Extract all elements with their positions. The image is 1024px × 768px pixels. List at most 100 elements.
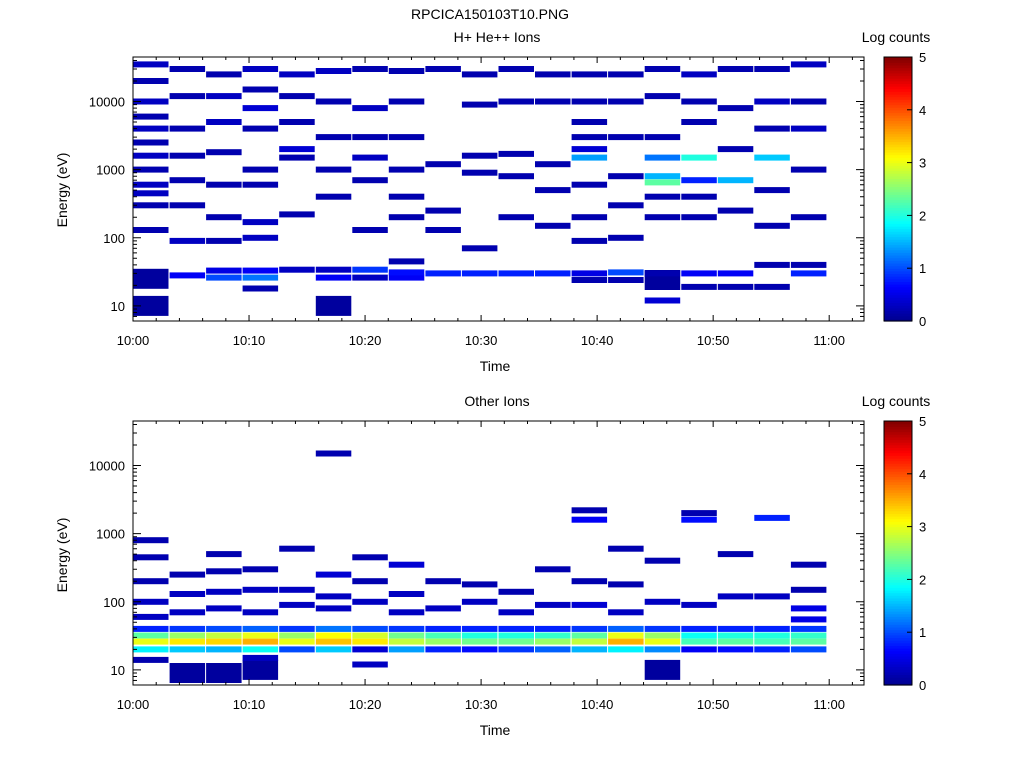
heatmap-cell	[535, 98, 571, 105]
x-axis-ticks: 10:00 10:10 10:20 10:30 10:40 10:50 11:00	[117, 57, 853, 348]
heatmap-cell	[315, 295, 352, 316]
colorbar-swatch	[884, 170, 912, 174]
colorbar-swatch	[884, 563, 912, 567]
colorbar-swatch	[884, 674, 912, 678]
colorbar-swatch	[884, 273, 912, 277]
colorbar-swatch	[884, 138, 912, 143]
heatmap-cell	[133, 598, 169, 605]
colorbar-swatch	[884, 64, 912, 69]
heatmap-cell	[206, 181, 242, 188]
colorbar-tick-label: 2	[919, 572, 926, 587]
colorbar-swatch	[884, 167, 912, 172]
colorbar-swatch	[884, 505, 912, 509]
heatmap-cell	[388, 193, 425, 200]
colorbar-tick-label: 3	[919, 520, 926, 535]
colorbar-swatch	[884, 136, 912, 140]
heatmap-cell	[790, 98, 827, 105]
heatmap-cell	[717, 632, 754, 639]
heatmap-cell	[608, 638, 644, 645]
x-tick-label: 10:20	[349, 333, 382, 348]
colorbar-swatch	[884, 215, 912, 219]
heatmap-cell	[206, 149, 242, 156]
colorbar-swatch	[884, 574, 912, 578]
colorbar-swatch	[884, 457, 912, 462]
heatmap-cell	[206, 625, 242, 632]
heatmap-cell	[461, 632, 498, 639]
heatmap-cell	[681, 632, 717, 639]
heatmap-cell	[754, 625, 790, 632]
colorbar-swatch	[884, 191, 912, 195]
colorbar-swatch	[884, 313, 912, 317]
x-axis-label: Time	[480, 358, 511, 374]
heatmap-cell	[425, 578, 461, 585]
heatmap-cell	[571, 578, 608, 585]
heatmap-cell	[571, 270, 608, 277]
heatmap-cell	[571, 134, 608, 141]
colorbar-swatch	[884, 592, 912, 596]
heatmap-cell	[644, 598, 681, 605]
colorbar-swatch	[884, 183, 912, 187]
colorbar-swatch	[884, 550, 912, 554]
heatmap-cell	[388, 591, 425, 597]
heatmap-cell	[790, 214, 827, 221]
heatmap-cell	[498, 625, 534, 632]
colorbar-swatch	[884, 513, 912, 517]
heatmap-cell	[498, 66, 534, 72]
heatmap-cell	[535, 222, 571, 229]
heatmap-cell	[206, 119, 242, 125]
colorbar-swatch	[884, 642, 912, 646]
heatmap-cell	[169, 125, 206, 132]
heatmap-cell	[279, 211, 315, 218]
colorbar-swatch	[884, 194, 912, 198]
colorbar-swatch	[884, 423, 912, 427]
colorbar-swatch	[884, 428, 912, 433]
colorbar-swatch	[884, 626, 912, 631]
colorbar-swatch	[884, 465, 912, 470]
heatmap-cell	[571, 98, 608, 105]
heatmap-cell	[352, 625, 388, 632]
heatmap-cell	[133, 181, 169, 188]
heatmap-cell	[425, 227, 461, 233]
heatmap-cell	[206, 568, 242, 575]
heatmap-cell	[279, 154, 315, 161]
colorbar-swatch	[884, 173, 912, 177]
colorbar-swatch	[884, 621, 912, 625]
heatmap-cell	[169, 152, 206, 159]
colorbar-tick-label: 0	[919, 314, 926, 329]
heatmap-cell	[571, 71, 608, 78]
heatmap-cell	[133, 166, 169, 173]
y-axis-ticks: 10 100 1000 10000	[89, 423, 864, 686]
colorbar-swatch	[884, 125, 912, 129]
heatmap-cells	[133, 61, 827, 316]
heatmap-cell	[388, 274, 425, 281]
heatmap-cell	[315, 274, 352, 281]
panel-h-ions: H+ He++ Ions Energy (eV) Time Log counts…	[54, 29, 930, 374]
heatmap-cell	[644, 173, 681, 180]
heatmap-cell	[608, 134, 644, 141]
heatmap-cell	[352, 134, 388, 141]
panel-title: H+ He++ Ions	[454, 29, 541, 45]
heatmap-cell	[754, 261, 790, 268]
colorbar-swatch	[884, 547, 912, 551]
heatmap-cell	[206, 237, 242, 244]
colorbar-swatch	[884, 178, 912, 182]
heatmap-cell	[790, 61, 827, 68]
heatmap-cell	[169, 591, 206, 597]
heatmap-cell	[133, 98, 169, 105]
heatmap-cell	[790, 586, 827, 593]
heatmap-cell	[535, 646, 571, 653]
colorbar-swatch	[884, 289, 912, 293]
colorbar-swatch	[884, 252, 912, 256]
heatmap-cell	[790, 638, 827, 645]
heatmap-cell	[279, 638, 315, 645]
x-tick-label: 10:20	[349, 697, 382, 712]
y-tick-label: 100	[103, 595, 125, 610]
heatmap-cell	[571, 119, 608, 125]
colorbar-swatch	[884, 212, 912, 216]
heatmap-cell	[608, 269, 644, 276]
colorbar-swatch	[884, 682, 912, 686]
colorbar-swatch	[884, 265, 912, 269]
heatmap-cell	[498, 173, 534, 180]
heatmap-cell	[352, 638, 388, 645]
heatmap-cell	[717, 646, 754, 653]
